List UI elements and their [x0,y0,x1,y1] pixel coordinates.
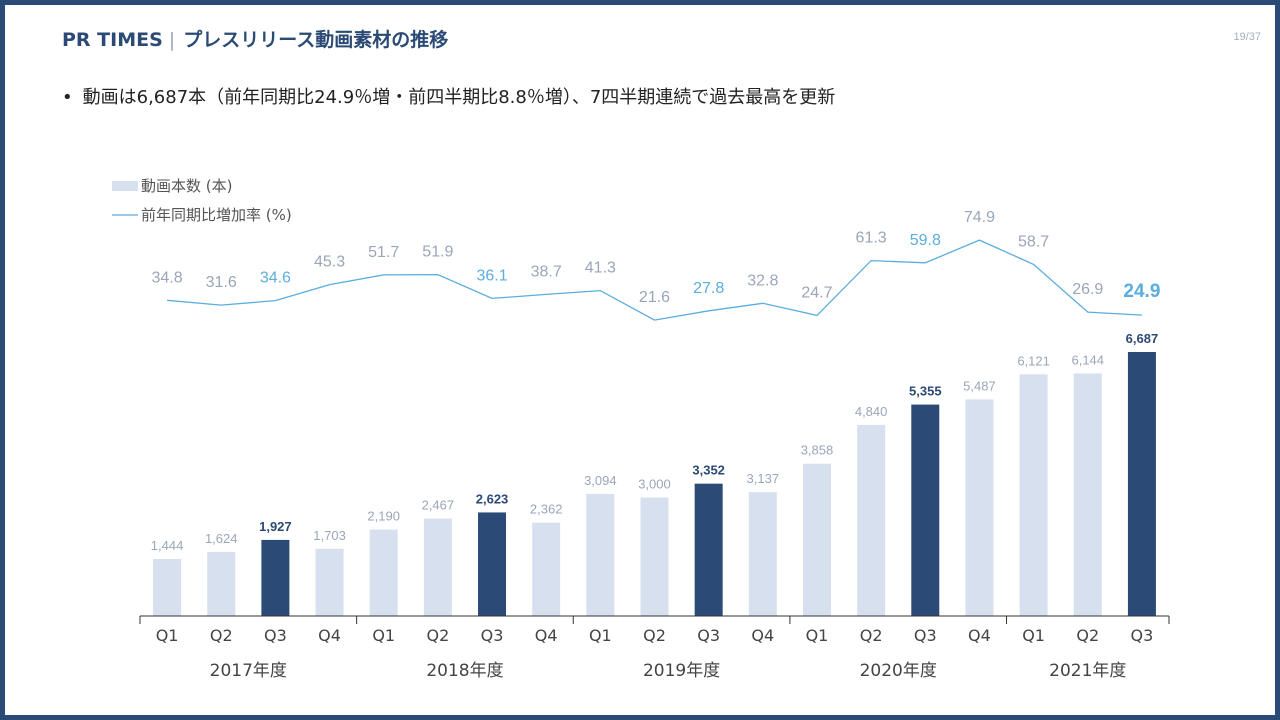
bar [802,463,831,616]
growth-rate-label: 27.8 [693,280,724,297]
x-tick-label: Q3 [481,626,504,645]
growth-rate-line [167,239,1142,321]
bar-value-label: 3,352 [692,463,725,478]
slide-header: PR TIMES | プレスリリース動画素材の推移 [62,25,448,52]
bar [694,483,723,616]
growth-rate-label: 31.6 [206,274,237,291]
x-tick-label: Q2 [860,626,883,645]
growth-rate-label: 61.3 [856,230,887,247]
bullet-text: 動画は6,687本（前年同期比24.9％増・前四半期比8.8％増）、7四半期連続… [82,87,836,108]
x-tick-label: Q3 [697,626,720,645]
bar [748,492,777,616]
year-group-label: 2017年度 [210,661,287,681]
bar-value-label: 3,137 [747,471,780,486]
growth-rate-label: 38.7 [531,263,562,280]
growth-rate-label: 21.6 [639,289,670,306]
bar-value-label: 2,623 [476,491,509,506]
x-tick-label: Q1 [156,626,179,645]
legend-bar-label: 動画本数 (本) [141,177,232,195]
bar-value-label: 6,687 [1126,331,1159,346]
page-number: 19/37 [1233,31,1261,43]
bar [640,497,669,616]
bar [315,548,344,616]
bar [857,424,886,616]
bar [1073,373,1102,616]
bar [369,529,398,616]
x-tick-label: Q4 [535,626,558,645]
legend-line-label: 前年同期比増加率 (%) [141,206,292,224]
x-tick-label: Q1 [589,626,612,645]
growth-rate-label: 24.9 [1123,281,1160,302]
bar-value-label: 3,094 [584,473,617,488]
x-tick-label: Q4 [968,626,991,645]
bar-value-label: 6,121 [1017,353,1050,368]
growth-rate-label: 34.8 [152,269,183,286]
bar [1019,374,1048,616]
growth-rate-label: 51.7 [368,244,399,261]
bar-value-label: 6,144 [1071,352,1104,367]
x-tick-label: Q3 [264,626,287,645]
year-group-label: 2018年度 [426,661,503,681]
growth-rate-label: 45.3 [314,254,345,271]
bar [965,399,994,616]
year-group-label: 2020年度 [860,661,937,681]
year-group-label: 2021年度 [1049,661,1126,681]
x-tick-label: Q1 [806,626,829,645]
growth-rate-label: 51.9 [422,244,453,261]
bar [1127,352,1156,616]
growth-rate-label: 32.8 [747,272,778,289]
x-tick-label: Q2 [426,626,449,645]
growth-rate-label: 58.7 [1018,233,1049,250]
bar-value-label: 5,355 [909,384,942,399]
growth-rate-label: 36.1 [476,267,507,284]
bar-value-label: 1,444 [151,538,184,553]
growth-rate-label: 41.3 [585,260,616,277]
x-tick-label: Q2 [210,626,233,645]
bar [423,518,452,616]
growth-rate-label: 26.9 [1072,281,1103,298]
bar [207,551,236,616]
x-tick-label: Q3 [914,626,937,645]
bar-value-label: 2,467 [422,498,455,513]
x-tick-label: Q2 [1076,626,1099,645]
bar [532,522,561,616]
bar-value-label: 5,487 [963,378,996,393]
brand-name: PR TIMES [62,29,163,51]
growth-rate-label: 59.8 [910,232,941,249]
bar [586,493,615,616]
bar [261,539,290,616]
year-group-label: 2019年度 [643,661,720,681]
x-tick-label: Q1 [372,626,395,645]
bar-value-label: 3,000 [638,477,671,492]
bar [478,512,507,616]
bar [911,404,940,616]
growth-rate-label: 34.6 [260,270,291,287]
bar-value-label: 1,927 [259,519,292,534]
bar-value-label: 4,840 [855,404,888,419]
growth-rate-label: 24.7 [801,284,832,301]
header-separator: | [168,29,176,51]
x-tick-label: Q4 [318,626,341,645]
x-tick-label: Q4 [751,626,774,645]
x-tick-label: Q2 [643,626,666,645]
x-tick-label: Q3 [1131,626,1154,645]
bar-value-label: 1,624 [205,531,238,546]
slide-title: プレスリリース動画素材の推移 [183,29,449,51]
growth-rate-label: 74.9 [964,209,995,226]
bar-value-label: 1,703 [313,528,346,543]
bar-value-label: 2,190 [367,509,400,524]
bar-value-label: 3,858 [801,443,834,458]
bullet-marker: • [62,87,73,108]
legend-bar-swatch [112,181,138,191]
bar-value-label: 2,362 [530,502,563,517]
x-tick-label: Q1 [1022,626,1045,645]
bar [153,558,182,616]
bullet-point: • 動画は6,687本（前年同期比24.9％増・前四半期比8.8％増）、7四半期連… [62,83,835,109]
